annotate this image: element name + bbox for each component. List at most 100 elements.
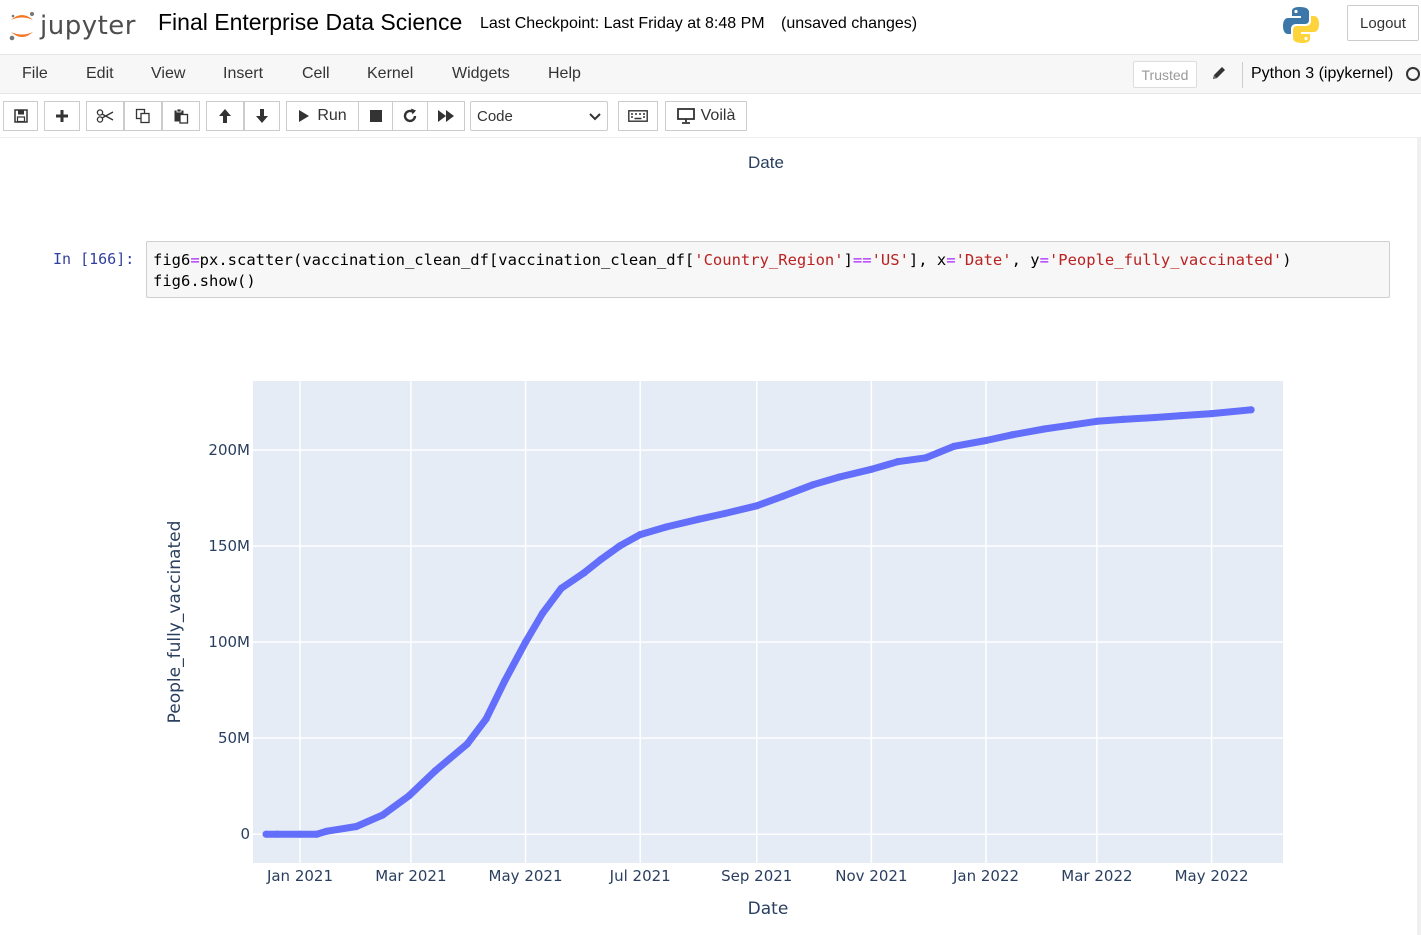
jupyter-logo[interactable]: jupyter (8, 6, 136, 46)
data-point (296, 830, 304, 838)
run-label: Run (317, 107, 347, 124)
data-point (1151, 413, 1159, 422)
logout-button[interactable]: Logout (1347, 5, 1419, 41)
voila-button[interactable]: Voilà (665, 101, 747, 131)
menu-cell[interactable]: Cell (302, 65, 330, 82)
data-point (1093, 417, 1101, 425)
x-tick-label: Nov 2021 (835, 867, 907, 885)
code-token: fig6 (153, 251, 191, 269)
pencil-icon[interactable] (1211, 65, 1227, 81)
move-down-button[interactable] (244, 101, 280, 131)
run-button[interactable]: Run (286, 101, 359, 131)
menu-edit[interactable]: Edit (86, 65, 114, 82)
y-tick-label: 150M (208, 537, 250, 555)
copy-cell-button[interactable] (124, 101, 162, 131)
code-token: = (1039, 251, 1049, 269)
y-tick-label: 200M (208, 441, 250, 459)
kernel-name[interactable]: Python 3 (ipykernel) (1251, 65, 1394, 82)
y-axis-title: People_fully_vaccinated (165, 521, 185, 724)
menu-file[interactable]: File (22, 65, 48, 82)
data-point (379, 811, 387, 819)
notebook-title[interactable]: Final Enterprise Data Science (158, 9, 463, 35)
trusted-indicator[interactable]: Trusted (1133, 61, 1197, 88)
data-point (482, 715, 490, 723)
plotly-chart[interactable]: Jan 2021 Mar 2021 May 2021 Jul 2021 Sep 2021… (0, 138, 1421, 935)
data-point (753, 502, 761, 510)
save-button[interactable] (3, 101, 38, 131)
code-token: 'People_fully_vaccinated' (1048, 251, 1283, 269)
data-point (273, 830, 282, 838)
code-token: 'Date' (955, 251, 1012, 269)
move-up-button[interactable] (206, 101, 244, 131)
y-tick-label: 0 (240, 825, 250, 843)
data-point (521, 638, 530, 646)
x-tick-label: Jan 2022 (952, 867, 1019, 885)
arrow-down-icon (256, 109, 268, 123)
data-point (982, 436, 990, 445)
chevron-down-icon (589, 113, 601, 121)
x-tick-label: Jan 2021 (266, 867, 333, 885)
data-point (431, 767, 439, 775)
restart-run-all-button[interactable] (427, 101, 465, 131)
data-point (1207, 410, 1216, 418)
restart-icon (403, 108, 417, 123)
command-palette-button[interactable] (618, 101, 658, 131)
code-cell-input[interactable]: fig6=px.scatter(vaccination_clean_df[vac… (146, 241, 1390, 298)
x-tick-label: Mar 2022 (1061, 867, 1132, 885)
data-point (501, 676, 509, 685)
data-point (1177, 411, 1186, 420)
y-tick-label: 50M (218, 729, 250, 747)
code-token: ], x (908, 251, 947, 269)
logo-text: jupyter (40, 11, 136, 41)
code-token: = (946, 251, 956, 269)
menu-view[interactable]: View (151, 65, 186, 82)
autosave-status: (unsaved changes) (781, 15, 918, 32)
data-point (1067, 421, 1075, 429)
code-token: = (190, 251, 200, 269)
menu-kernel[interactable]: Kernel (367, 65, 414, 82)
y-tick-label: 100M (208, 633, 250, 651)
code-line-1: fig6=px.scatter(vaccination_clean_df[vac… (153, 250, 1383, 271)
data-point (580, 569, 588, 577)
data-point (1008, 431, 1016, 439)
code-token: 'Country_Region' (694, 251, 844, 269)
data-point (557, 584, 565, 592)
save-icon (13, 109, 28, 123)
menu-help[interactable]: Help (548, 65, 581, 82)
menu-insert[interactable]: Insert (223, 65, 264, 82)
scrollbar[interactable] (1417, 138, 1421, 935)
data-point (721, 509, 729, 518)
data-point (779, 492, 787, 500)
previous-output-xlabel: Date (748, 153, 784, 172)
plus-icon (56, 110, 68, 122)
insert-cell-button[interactable] (44, 101, 80, 131)
python-logo-icon (1283, 7, 1319, 43)
header: jupyter Final Enterprise Data Science La… (0, 0, 1421, 54)
x-tick-labels: Jan 2021 Mar 2021 May 2021 Jul 2021 Sep 2021… (266, 867, 1249, 885)
x-tick-label: May 2022 (1175, 867, 1249, 885)
plot-area[interactable] (253, 381, 1283, 863)
monitor-icon (676, 108, 695, 124)
series-line (262, 406, 1255, 838)
paste-icon (174, 108, 189, 124)
x-tick-label: May 2021 (489, 867, 563, 885)
menubar: File Edit View Insert Cell Kernel Widget… (0, 54, 1421, 94)
cut-cell-button[interactable] (86, 101, 124, 131)
restart-button[interactable] (392, 101, 428, 131)
paste-cell-button[interactable] (162, 101, 200, 131)
checkpoint-status: Last Checkpoint: Last Friday at 8:48 PM (480, 15, 765, 32)
menu-widgets[interactable]: Widgets (452, 65, 510, 82)
code-token: px.scatter(vaccination_clean_df[vaccinat… (199, 251, 695, 269)
interrupt-button[interactable] (358, 101, 393, 131)
data-point (636, 531, 644, 539)
data-point (352, 822, 360, 831)
x-axis-title: Date (748, 899, 789, 919)
cell-type-value: Code (477, 107, 513, 125)
code-line-2: fig6.show() (153, 272, 256, 290)
cell-type-select[interactable]: Code (470, 101, 608, 131)
y-grid (253, 449, 1283, 835)
voila-label: Voilà (700, 107, 736, 124)
data-point (662, 523, 671, 531)
code-token: , y (1011, 251, 1040, 269)
kernel-idle-icon (1406, 67, 1420, 81)
